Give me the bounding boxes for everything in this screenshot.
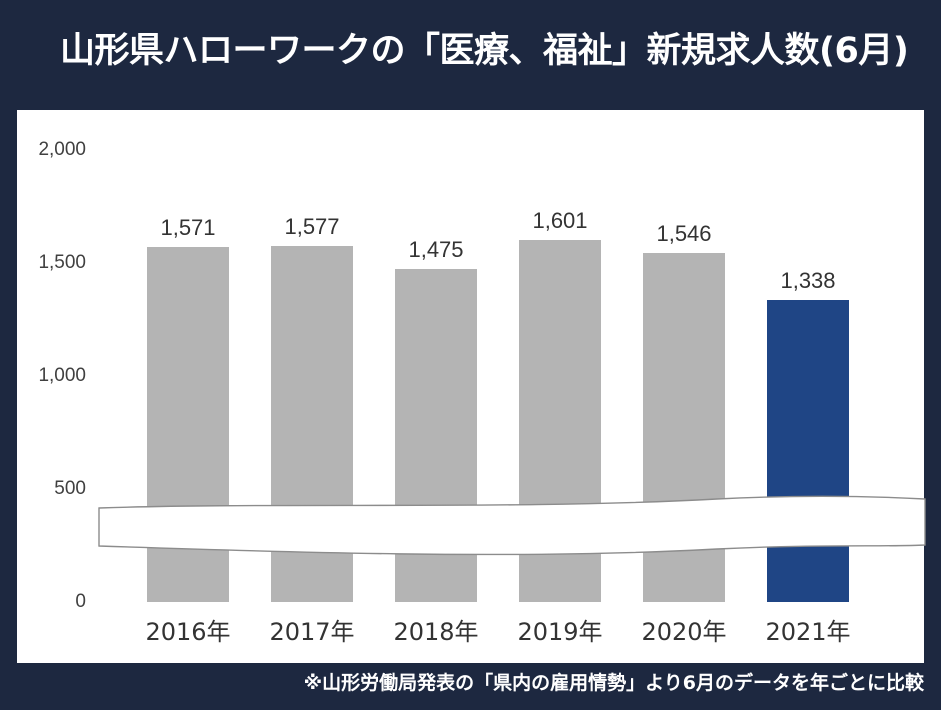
bar-2019年[interactable] (519, 240, 601, 602)
y-axis-tick-label: 2,000 (38, 139, 86, 160)
x-axis-tick-label: 2021年 (765, 618, 851, 646)
y-axis-tick-label: 500 (54, 478, 86, 499)
plot-area: 0 500 1,000 1,500 2,000 1,571 1,577 1,475 1,601… (17, 110, 924, 663)
bar-2018年[interactable] (395, 268, 477, 602)
source-note: ※山形労働局発表の「県内の雇用情勢」より6月のデータを年ごとに比較 (303, 672, 924, 694)
y-axis-tick-label: 0 (75, 591, 86, 612)
x-axis-tick-label: 2018年 (393, 618, 479, 646)
bar-value-label: 1,475 (408, 236, 464, 262)
y-axis-tick-label: 1,500 (38, 252, 86, 273)
x-axis-tick-label: 2019年 (517, 618, 603, 646)
bar-2021年[interactable] (767, 299, 849, 602)
y-axis-tick-label: 1,000 (38, 365, 86, 386)
bar-value-label: 1,546 (656, 220, 712, 246)
bar-2020年[interactable] (643, 252, 725, 602)
bar-value-label: 1,338 (780, 267, 836, 293)
x-axis-tick-label: 2016年 (145, 618, 231, 646)
x-axis-tick-label: 2020年 (641, 618, 727, 646)
bar-2016年[interactable] (147, 246, 229, 602)
bar-value-label: 1,571 (160, 214, 216, 240)
chart-panel: 0 500 1,000 1,500 2,000 1,571 1,577 1,475 1,601… (17, 110, 926, 663)
x-axis-tick-label: 2017年 (269, 618, 355, 646)
bar-value-label: 1,601 (532, 208, 588, 234)
bar-value-label: 1,577 (284, 213, 340, 239)
bar-2017年[interactable] (271, 245, 353, 602)
page-title: 山形県ハローワークの「医療、福祉」新規求人数(6月) (60, 31, 909, 71)
